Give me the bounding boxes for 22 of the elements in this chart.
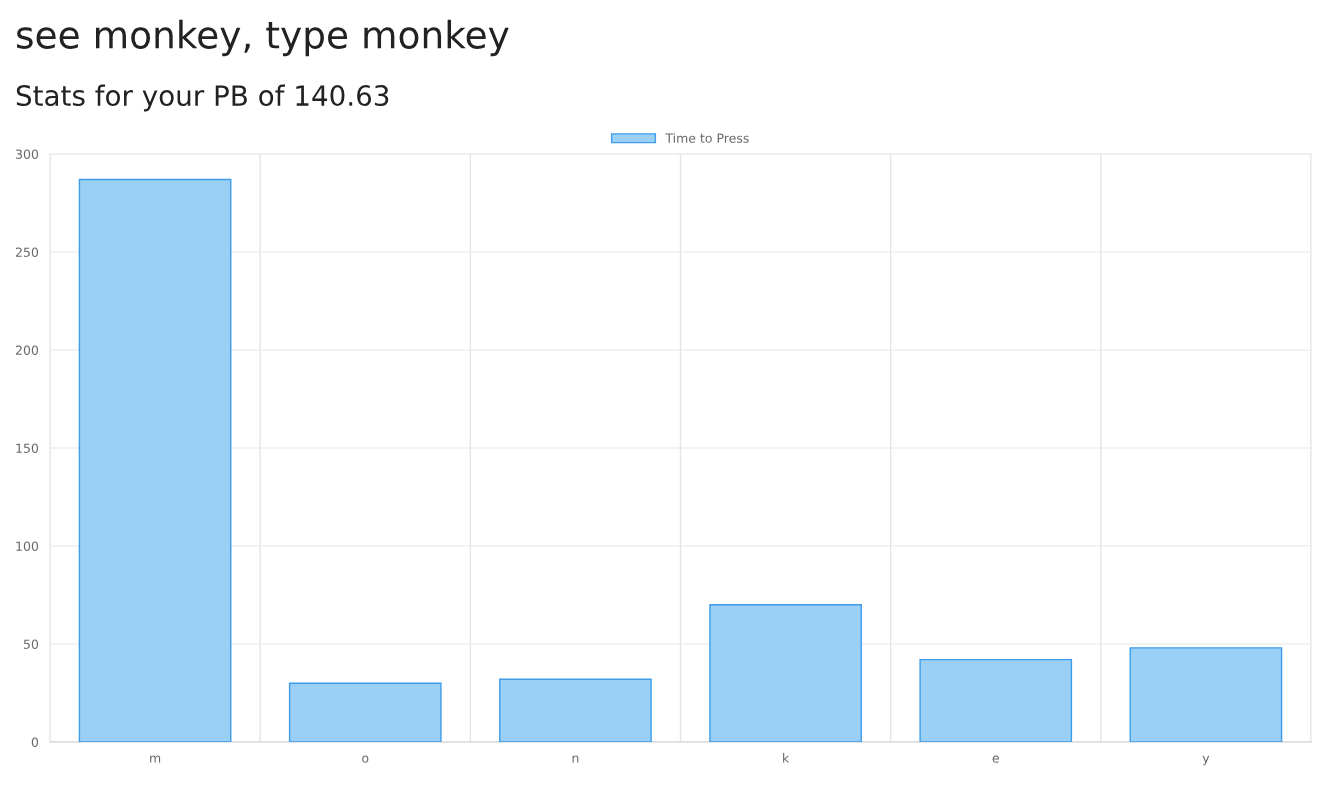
y-tick-label: 0 (31, 737, 39, 747)
y-tick-label: 250 (15, 247, 39, 257)
x-tick-label: y (1202, 755, 1210, 766)
bar (78, 178, 232, 742)
bar (499, 678, 652, 742)
x-tick-label: k (783, 753, 790, 763)
y-tick-label: 300 (15, 149, 39, 159)
y-tick-label: 100 (16, 541, 39, 551)
chart-title: see monkey, type monkey (17, 19, 509, 57)
x-tick-label: n (572, 755, 579, 763)
y-tick-label: 50 (23, 639, 39, 649)
bar (919, 658, 1073, 742)
bar (709, 604, 862, 742)
x-tick-label: m (150, 755, 161, 763)
bar (288, 682, 442, 742)
y-tick-label: 150 (16, 443, 39, 453)
chart-subtitle: Stats for your PB of 140.63 (16, 84, 389, 112)
y-tick-label: 200 (15, 345, 39, 355)
bar (1129, 647, 1283, 742)
x-tick-label: o (362, 755, 369, 763)
legend-label: Time to Press (665, 133, 749, 143)
x-tick-label: e (992, 755, 999, 763)
